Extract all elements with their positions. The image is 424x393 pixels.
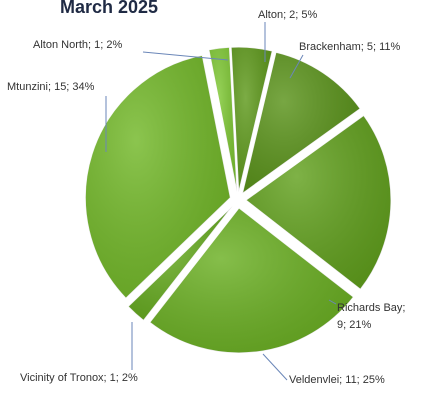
data-label: Mtunzini; 15; 34% [7, 81, 95, 93]
pie-slice-shading [128, 205, 233, 321]
data-label: Richards Bay; [337, 302, 405, 314]
leader-line [289, 54, 304, 79]
pie-slice-shading [208, 47, 238, 193]
data-label: Alton North; 1; 2% [33, 39, 122, 51]
data-label: Veldenvlei; 11; 25% [289, 374, 385, 386]
data-label: Brackenham; 5; 11% [299, 41, 401, 53]
leader-line [328, 299, 337, 305]
data-label: Alton; 2; 5% [258, 9, 318, 21]
pie-slice-shading [245, 115, 391, 290]
leader-line [262, 353, 288, 381]
pie-slices [84, 46, 392, 354]
data-label: Vicinity of Tronox; 1; 2% [20, 372, 138, 384]
leader-lines [105, 22, 337, 381]
data-label-line-2: 9; 21% [337, 319, 371, 331]
chart-title: March 2025 [60, 0, 158, 17]
leader-line [142, 51, 229, 61]
pie-slice-shading [231, 47, 273, 193]
pie-slice-shading [85, 55, 231, 299]
pie-slice-shading [242, 52, 361, 194]
pie-slice-shading [149, 207, 354, 353]
data-labels: Alton; 2; 5% Brackenham; 5; 11% Richards B… [7, 9, 405, 386]
